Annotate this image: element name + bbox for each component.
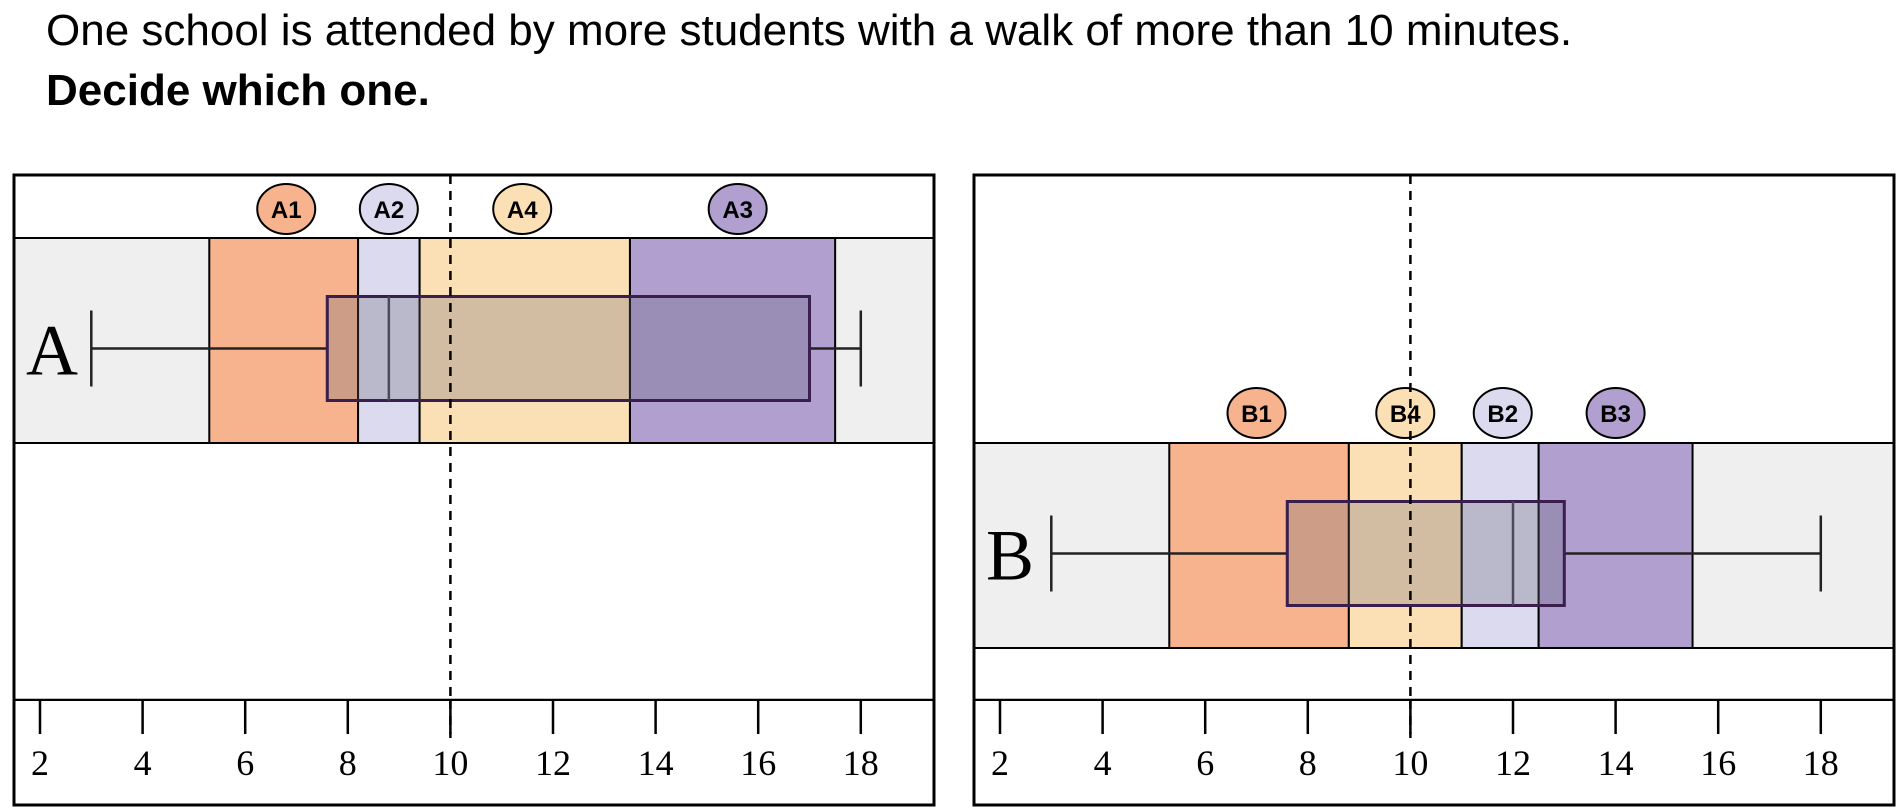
zone-bubble-label: B3 [1600,401,1631,428]
x-tick-label: 6 [1196,743,1214,783]
school-label: B [986,516,1034,596]
x-tick-label: 4 [1094,743,1112,783]
zone-b2 [1460,442,1540,649]
zone-bubble [1226,387,1287,439]
zone-bubble-label: A2 [373,197,404,224]
axis-strip [14,701,934,804]
x-tick-label: 14 [1598,743,1634,783]
zone-bubble-label: A4 [507,197,538,224]
x-tick-label: 14 [638,743,674,783]
x-tick-label: 10 [432,743,468,783]
zone-a3 [628,237,837,444]
box-iqr [325,295,811,402]
x-tick-label: 8 [1299,743,1317,783]
question-text: One school is attended by more students … [46,6,1573,55]
box-iqr [1285,500,1566,607]
x-tick-label: 2 [991,743,1009,783]
zone-bubble-label: B4 [1390,401,1421,428]
school-label: A [26,311,78,391]
x-tick-label: 2 [31,743,49,783]
question-instruction: Decide which one. [46,66,430,115]
x-tick-label: 12 [1495,743,1531,783]
zone-bubble [707,183,768,235]
x-tick-label: 10 [1392,743,1428,783]
zone-bubble [256,183,317,235]
zone-bubble [358,183,419,235]
x-tick-label: 16 [740,743,776,783]
zone-bubble-label: A1 [271,197,302,224]
panel-border [12,173,936,807]
x-tick-label: 18 [1803,743,1839,783]
axis-strip [974,701,1894,804]
zone-bubble-label: B1 [1241,401,1272,428]
zone-bubble [1585,387,1646,439]
zone-bubble [1375,387,1436,439]
x-tick-label: 12 [535,743,571,783]
x-tick-label: 6 [236,743,254,783]
zone-bubble-label: B2 [1487,401,1518,428]
zone-b4 [1347,442,1463,649]
chart-panel-a: A A1 A2 A4 A3 2 4 6 8 10 12 14 16 18 [12,173,936,807]
chart-panel-b: B B1 B4 B2 B3 2 4 6 8 10 12 14 16 18 [972,173,1896,807]
x-tick-label: 8 [339,743,357,783]
zone-a4 [418,237,631,444]
zone-bubble [492,183,553,235]
zone-bubble [1472,387,1533,439]
x-tick-label: 16 [1700,743,1736,783]
zone-bubble-label: A3 [722,197,753,224]
x-tick-label: 4 [134,743,152,783]
zone-a1 [208,237,360,444]
x-tick-label: 18 [843,743,879,783]
panel-border [972,173,1896,807]
